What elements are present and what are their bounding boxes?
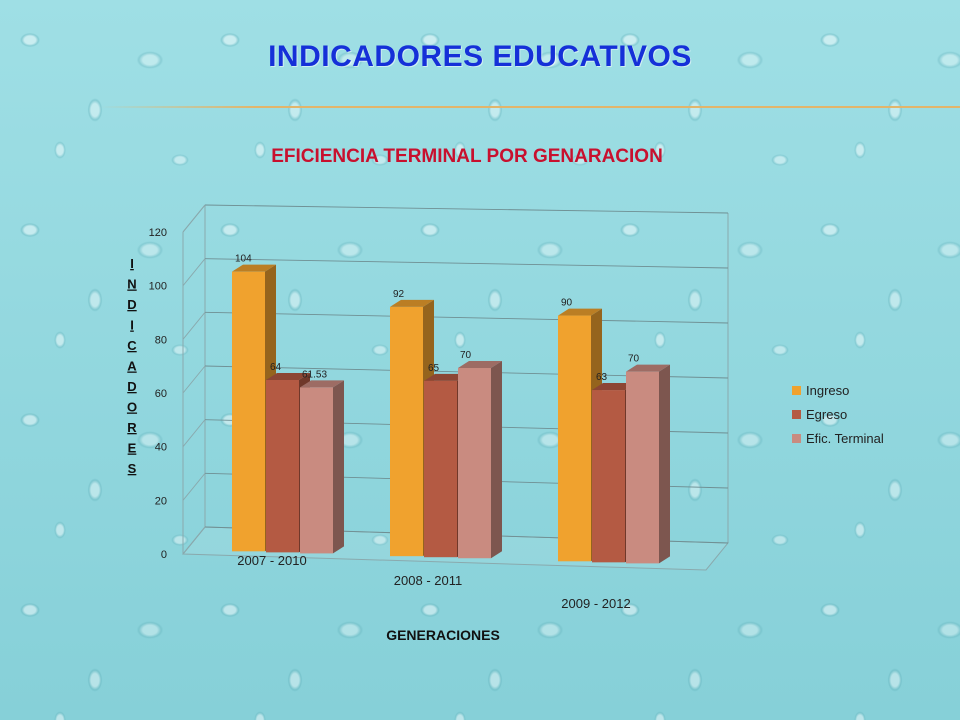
bar-front-face bbox=[266, 380, 299, 553]
x-axis-categories: 2007 - 2010 2008 - 2011 2009 - 2012 bbox=[237, 553, 630, 611]
bar-front-face bbox=[558, 315, 591, 562]
bar-top-face bbox=[300, 380, 344, 388]
gridline bbox=[204, 311, 729, 324]
chart-title: EFICIENCIA TERMINAL POR GENARACION bbox=[271, 146, 663, 167]
x-category-label: 2008 - 2011 bbox=[394, 573, 462, 588]
title-divider bbox=[100, 106, 960, 108]
x-category-label: 2009 - 2012 bbox=[561, 596, 630, 611]
data-label: 104 bbox=[235, 254, 252, 265]
side-gridline bbox=[182, 526, 206, 555]
bar-efic-terminal bbox=[626, 364, 670, 564]
bar-front-face bbox=[424, 380, 457, 558]
data-label: 70 bbox=[460, 350, 472, 361]
bar-top-face bbox=[458, 361, 502, 369]
data-label: 92 bbox=[393, 289, 405, 300]
bar-top-face bbox=[424, 373, 468, 381]
data-label: 64 bbox=[270, 362, 282, 373]
bar-side-face bbox=[659, 364, 670, 564]
data-labels: 104 64 61.53 92 65 70 90 63 70 bbox=[235, 254, 640, 383]
side-gridline bbox=[182, 419, 206, 447]
bar-front-face bbox=[592, 390, 625, 563]
bar-front-face bbox=[390, 306, 423, 557]
y-tick-label: 60 bbox=[155, 388, 167, 400]
y-tick-label: 120 bbox=[149, 227, 167, 239]
y-axis-ticks: 0 20 40 60 80 100 120 bbox=[149, 227, 167, 561]
side-gridline bbox=[182, 312, 206, 340]
data-label: 61.53 bbox=[302, 369, 327, 380]
bar-front-face bbox=[232, 271, 265, 552]
data-label: 90 bbox=[561, 298, 573, 309]
bar-efic-terminal bbox=[300, 380, 344, 554]
bar-top-face bbox=[592, 383, 636, 391]
gridline bbox=[204, 204, 729, 214]
bar-front-face bbox=[626, 371, 659, 564]
side-gridline bbox=[182, 365, 206, 394]
bar-top-face bbox=[232, 264, 276, 272]
side-gridline bbox=[182, 204, 206, 233]
legend-label: Ingreso bbox=[806, 383, 849, 398]
data-label: 63 bbox=[596, 372, 608, 383]
data-label: 65 bbox=[428, 363, 440, 374]
legend-swatch bbox=[792, 434, 801, 443]
bar-side-face bbox=[333, 380, 344, 554]
side-gridline bbox=[182, 473, 206, 501]
bar-front-face bbox=[458, 368, 491, 559]
y-tick-label: 40 bbox=[155, 442, 167, 454]
y-tick-label: 20 bbox=[155, 495, 167, 507]
side-gridline bbox=[182, 258, 206, 286]
legend-label: Efic. Terminal bbox=[806, 431, 884, 446]
legend-swatch bbox=[792, 410, 801, 419]
bar-front-face bbox=[300, 387, 333, 554]
x-axis-title: GENERACIONES bbox=[386, 627, 500, 643]
x-category-label: 2007 - 2010 bbox=[237, 553, 306, 568]
bar-top-face bbox=[390, 299, 434, 307]
bar-ingreso bbox=[558, 308, 602, 562]
data-label: 70 bbox=[628, 354, 640, 365]
y-tick-label: 100 bbox=[149, 281, 167, 293]
chart-bars bbox=[232, 264, 670, 564]
y-tick-label: 0 bbox=[161, 549, 167, 561]
bar-top-face bbox=[558, 308, 602, 316]
y-tick-label: 80 bbox=[155, 334, 167, 346]
slide-title: INDICADORES EDUCATIVOS bbox=[268, 40, 692, 73]
bar-side-face bbox=[491, 361, 502, 559]
legend: Ingreso Egreso Efic. Terminal bbox=[792, 383, 884, 446]
bar-top-face bbox=[266, 373, 310, 381]
bar-top-face bbox=[626, 364, 670, 372]
legend-swatch bbox=[792, 386, 801, 395]
bar-efic-terminal bbox=[458, 361, 502, 559]
legend-label: Egreso bbox=[806, 407, 847, 422]
gridline bbox=[204, 258, 729, 269]
